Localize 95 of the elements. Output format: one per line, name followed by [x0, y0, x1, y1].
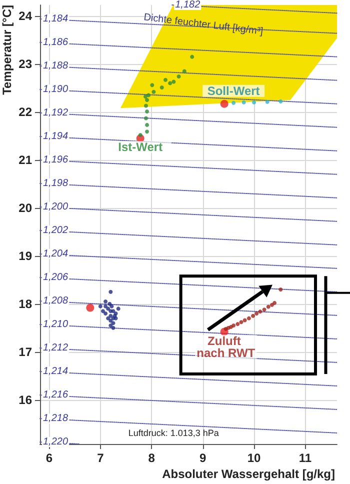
- point: [252, 100, 256, 104]
- point: [145, 130, 150, 134]
- point: [145, 110, 150, 114]
- point: [138, 133, 142, 138]
- point: [110, 304, 114, 308]
- series-label: 1,194: [43, 130, 68, 142]
- point: [239, 320, 244, 324]
- x-tick-label: 9: [199, 451, 206, 465]
- y-tick-label: 22: [18, 104, 32, 119]
- y-tick-label: 20: [18, 200, 32, 215]
- point: [146, 93, 151, 98]
- point: [144, 116, 148, 120]
- point: [262, 308, 266, 312]
- series-label: 1,186: [43, 36, 68, 48]
- point: [104, 304, 108, 308]
- point: [108, 318, 113, 323]
- point: [152, 90, 156, 94]
- point: [251, 314, 256, 318]
- y-tick-label: 21: [18, 152, 32, 167]
- point: [108, 290, 113, 294]
- point: [111, 326, 116, 330]
- series-label: 1,202: [43, 224, 68, 236]
- series-label: Zuluft nach RWT: [196, 334, 256, 360]
- point: [104, 312, 108, 316]
- point: [182, 69, 186, 74]
- point: [116, 306, 120, 311]
- point: [111, 309, 116, 314]
- point: [254, 312, 259, 316]
- point: [168, 81, 172, 86]
- y-tick-label: 16: [18, 392, 32, 407]
- x-tick-label: 11: [298, 451, 312, 465]
- series-label: 1,188: [43, 60, 68, 72]
- point: [98, 304, 102, 308]
- x-tick-label: 7: [97, 451, 104, 465]
- point: [242, 318, 247, 322]
- point: [100, 309, 105, 314]
- point: [112, 314, 117, 318]
- series-label: 1,208: [43, 296, 68, 307]
- series-label: 1,184: [43, 13, 68, 24]
- y-tick-label: 24: [18, 9, 32, 24]
- series-label: 1,210: [43, 319, 68, 330]
- series-label: 1,212: [43, 342, 68, 354]
- series-label: 1,206: [43, 272, 68, 284]
- point: [144, 104, 148, 108]
- point: [220, 100, 228, 108]
- series-label: 1,220: [43, 436, 68, 448]
- point: [111, 321, 116, 326]
- point: [176, 74, 181, 78]
- point: [278, 288, 283, 292]
- y-tick-label: 18: [18, 296, 32, 311]
- series-label: Ist-Wert: [118, 140, 163, 154]
- y-axis-title: Temperatur [°C]: [0, 5, 14, 95]
- y-tick-label: 19: [18, 248, 32, 263]
- point: [265, 100, 270, 104]
- point: [106, 316, 110, 320]
- point: [150, 83, 154, 88]
- x-tick-label: 8: [148, 451, 156, 465]
- point: [172, 80, 176, 84]
- point: [163, 78, 168, 82]
- x-tick-label: 10: [247, 451, 262, 465]
- series-label: 1,192: [43, 107, 68, 118]
- point: [104, 300, 108, 304]
- point: [266, 304, 270, 309]
- point: [190, 54, 194, 59]
- point: [236, 322, 240, 326]
- point: [272, 300, 277, 305]
- series-label: 1,198: [43, 178, 68, 189]
- point: [106, 306, 110, 311]
- point: [143, 94, 148, 99]
- y-tick-label: 17: [18, 344, 32, 359]
- point: [160, 86, 164, 90]
- annotation: Dichte feuchter Luft [kg/m³]: [143, 12, 264, 38]
- series-label: 1,190: [43, 84, 68, 95]
- point: [278, 99, 283, 104]
- point: [145, 122, 150, 127]
- series-label: 1,218: [43, 413, 68, 424]
- series-label: 1,216: [43, 390, 68, 401]
- series-label: Soll-Wert: [207, 84, 260, 98]
- series-label: 1,204: [43, 248, 68, 260]
- point: [232, 100, 236, 105]
- point: [258, 310, 262, 314]
- series-label: 1,214: [43, 366, 68, 378]
- point: [108, 323, 113, 328]
- point: [232, 323, 236, 328]
- point: [242, 100, 246, 104]
- series-label: 1,196: [43, 154, 68, 166]
- x-axis-title: Absoluter Wassergehalt [g/kg]: [162, 467, 335, 481]
- point: [145, 98, 150, 102]
- series-label: 1,182: [175, 0, 201, 10]
- point: [246, 316, 251, 320]
- annotation: Luftdruck: 1.013,3 hPa: [128, 428, 219, 438]
- point: [86, 304, 94, 312]
- y-tick-label: 23: [18, 57, 32, 72]
- series-label: 1,200: [43, 201, 68, 212]
- x-tick-label: 6: [46, 451, 53, 465]
